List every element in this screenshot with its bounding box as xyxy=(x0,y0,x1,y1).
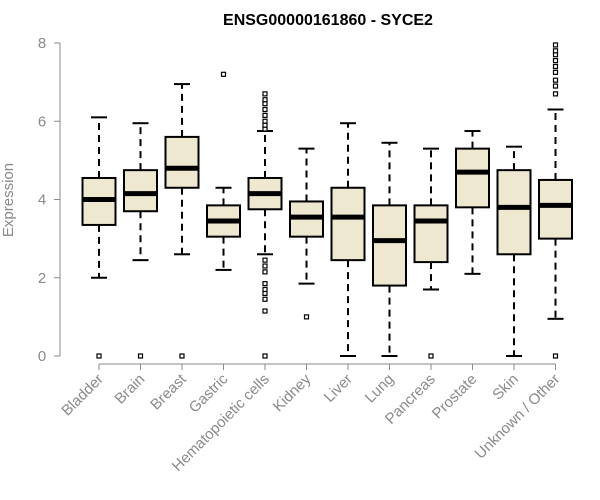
outlier-point xyxy=(179,353,185,359)
chart-title: ENSG00000161860 - SYCE2 xyxy=(223,12,433,29)
box-skin xyxy=(496,145,532,357)
box-lung xyxy=(372,141,407,357)
x-tick-label: Breast xyxy=(147,370,190,413)
box-iqr xyxy=(164,135,200,189)
outlier-point xyxy=(552,63,559,70)
box-series xyxy=(81,42,573,359)
box-bladder xyxy=(81,116,117,359)
y-tick-label: 8 xyxy=(38,35,46,52)
outlier-point xyxy=(262,112,268,118)
outlier-point xyxy=(262,118,268,124)
box-iqr xyxy=(455,147,490,209)
outlier-point xyxy=(262,296,268,302)
box-iqr xyxy=(413,204,449,264)
box-liver xyxy=(330,122,366,357)
box-unknown-other xyxy=(538,42,573,359)
outlier-point xyxy=(552,48,559,54)
box-iqr xyxy=(123,169,158,213)
outlier-point xyxy=(262,281,268,287)
outlier-point xyxy=(552,353,559,359)
y-tick-label: 2 xyxy=(38,270,46,287)
box-kidney xyxy=(289,147,324,320)
box-gastric xyxy=(206,71,241,271)
box-prostate xyxy=(455,130,490,275)
y-tick-label: 6 xyxy=(38,113,46,130)
x-tick-label: Bladder xyxy=(58,371,107,420)
box-breast xyxy=(164,83,200,359)
outlier-point xyxy=(552,83,559,89)
y-ticks: 0 2 4 6 8 xyxy=(38,35,60,365)
outlier-point xyxy=(262,257,268,263)
box-iqr xyxy=(538,178,573,240)
outlier-point xyxy=(552,42,559,48)
outlier-point xyxy=(428,353,434,359)
x-tick-label: Brain xyxy=(112,371,149,408)
box-brain xyxy=(123,122,158,359)
outlier-point xyxy=(137,353,144,359)
x-tick-label: Kidney xyxy=(270,370,315,415)
box-hematopoietic-cells xyxy=(247,91,283,359)
outlier-point xyxy=(303,314,310,320)
y-tick-label: 0 xyxy=(38,348,46,365)
outlier-point xyxy=(262,91,268,97)
x-tick-label: Lung xyxy=(362,371,398,407)
outlier-point xyxy=(552,91,559,97)
outlier-point xyxy=(262,353,268,359)
outlier-point xyxy=(552,58,559,64)
box-iqr xyxy=(372,204,407,287)
outlier-point xyxy=(262,263,268,269)
outlier-point xyxy=(96,353,102,359)
x-tick-label: Prostate xyxy=(429,371,481,423)
outlier-point xyxy=(262,106,268,113)
outlier-point xyxy=(262,269,268,275)
outlier-point xyxy=(552,77,559,83)
outlier-point xyxy=(262,308,268,314)
outlier-point xyxy=(262,97,268,103)
y-tick-label: 4 xyxy=(38,192,46,209)
x-tick-label: Liver xyxy=(321,371,356,406)
box-iqr xyxy=(330,186,366,262)
box-pancreas xyxy=(413,147,449,359)
outlier-point xyxy=(220,71,227,77)
x-tick-label: Skin xyxy=(489,371,522,404)
box-iqr xyxy=(496,169,532,256)
outlier-point xyxy=(552,69,559,75)
outlier-point xyxy=(262,286,268,293)
y-axis-label: Expression xyxy=(0,163,17,237)
